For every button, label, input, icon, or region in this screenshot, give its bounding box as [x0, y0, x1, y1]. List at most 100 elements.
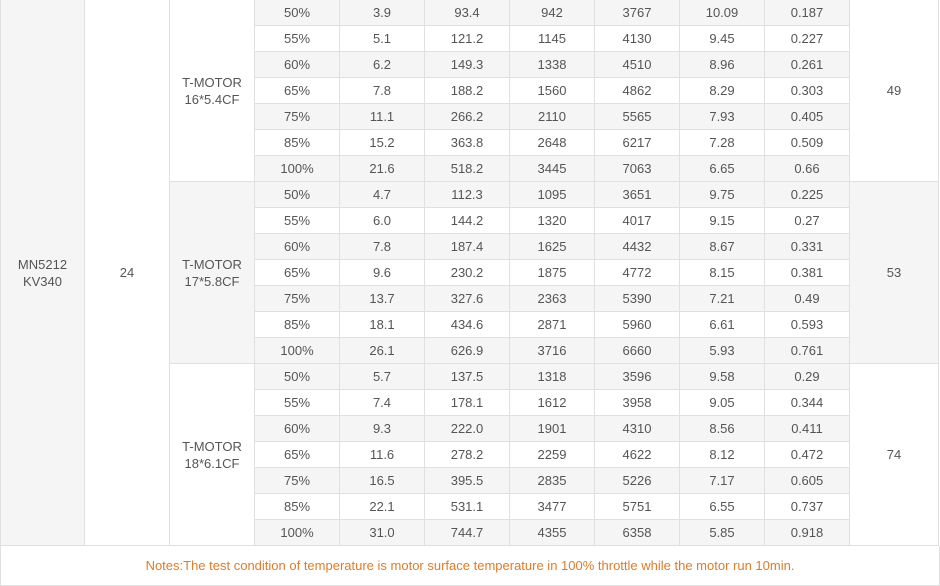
efficiency-cell: 7.21: [680, 286, 765, 312]
torque-cell: 0.411: [765, 416, 850, 442]
thrust-cell: 1612: [510, 390, 595, 416]
efficiency-cell: 7.28: [680, 130, 765, 156]
current-cell: 9.3: [340, 416, 425, 442]
throttle-cell: 50%: [255, 364, 340, 390]
efficiency-cell: 10.09: [680, 0, 765, 26]
efficiency-cell: 8.56: [680, 416, 765, 442]
efficiency-cell: 5.85: [680, 520, 765, 546]
power-cell: 518.2: [425, 156, 510, 182]
thrust-cell: 2648: [510, 130, 595, 156]
torque-cell: 0.509: [765, 130, 850, 156]
torque-cell: 0.187: [765, 0, 850, 26]
throttle-cell: 50%: [255, 0, 340, 26]
thrust-cell: 1095: [510, 182, 595, 208]
thrust-cell: 2363: [510, 286, 595, 312]
current-cell: 7.8: [340, 78, 425, 104]
rpm-cell: 4310: [595, 416, 680, 442]
efficiency-cell: 8.15: [680, 260, 765, 286]
power-cell: 112.3: [425, 182, 510, 208]
thrust-cell: 3716: [510, 338, 595, 364]
power-cell: 178.1: [425, 390, 510, 416]
current-cell: 7.8: [340, 234, 425, 260]
efficiency-cell: 7.17: [680, 468, 765, 494]
thrust-cell: 2110: [510, 104, 595, 130]
rpm-cell: 5751: [595, 494, 680, 520]
rpm-cell: 4622: [595, 442, 680, 468]
rpm-cell: 3596: [595, 364, 680, 390]
rpm-cell: 5390: [595, 286, 680, 312]
throttle-cell: 85%: [255, 312, 340, 338]
torque-cell: 0.225: [765, 182, 850, 208]
power-cell: 187.4: [425, 234, 510, 260]
efficiency-cell: 9.58: [680, 364, 765, 390]
throttle-cell: 50%: [255, 182, 340, 208]
torque-cell: 0.761: [765, 338, 850, 364]
torque-cell: 0.331: [765, 234, 850, 260]
current-cell: 5.1: [340, 26, 425, 52]
efficiency-cell: 8.67: [680, 234, 765, 260]
power-cell: 744.7: [425, 520, 510, 546]
current-cell: 5.7: [340, 364, 425, 390]
throttle-cell: 65%: [255, 78, 340, 104]
rpm-cell: 5226: [595, 468, 680, 494]
thrust-cell: 1560: [510, 78, 595, 104]
throttle-cell: 60%: [255, 416, 340, 442]
current-cell: 26.1: [340, 338, 425, 364]
torque-cell: 0.405: [765, 104, 850, 130]
power-cell: 395.5: [425, 468, 510, 494]
efficiency-cell: 6.61: [680, 312, 765, 338]
current-cell: 15.2: [340, 130, 425, 156]
throttle-cell: 85%: [255, 130, 340, 156]
thrust-cell: 2835: [510, 468, 595, 494]
rpm-cell: 3767: [595, 0, 680, 26]
rpm-cell: 6358: [595, 520, 680, 546]
throttle-cell: 75%: [255, 468, 340, 494]
torque-cell: 0.227: [765, 26, 850, 52]
propeller-cell: T-MOTOR 17*5.8CF: [170, 182, 255, 364]
rpm-cell: 4862: [595, 78, 680, 104]
rpm-cell: 6217: [595, 130, 680, 156]
rpm-cell: 4772: [595, 260, 680, 286]
throttle-cell: 55%: [255, 26, 340, 52]
torque-cell: 0.27: [765, 208, 850, 234]
power-cell: 93.4: [425, 0, 510, 26]
power-cell: 149.3: [425, 52, 510, 78]
throttle-cell: 100%: [255, 338, 340, 364]
current-cell: 11.6: [340, 442, 425, 468]
voltage-cell: 24: [85, 0, 170, 546]
current-cell: 31.0: [340, 520, 425, 546]
current-cell: 9.6: [340, 260, 425, 286]
power-cell: 188.2: [425, 78, 510, 104]
thrust-cell: 1901: [510, 416, 595, 442]
torque-cell: 0.381: [765, 260, 850, 286]
power-cell: 266.2: [425, 104, 510, 130]
power-cell: 626.9: [425, 338, 510, 364]
throttle-cell: 60%: [255, 52, 340, 78]
current-cell: 21.6: [340, 156, 425, 182]
power-cell: 121.2: [425, 26, 510, 52]
thrust-cell: 1318: [510, 364, 595, 390]
rpm-cell: 4510: [595, 52, 680, 78]
current-cell: 22.1: [340, 494, 425, 520]
thrust-cell: 1625: [510, 234, 595, 260]
throttle-cell: 65%: [255, 260, 340, 286]
rpm-cell: 4130: [595, 26, 680, 52]
temperature-cell: 53: [850, 182, 939, 364]
current-cell: 6.2: [340, 52, 425, 78]
rpm-cell: 3651: [595, 182, 680, 208]
torque-cell: 0.593: [765, 312, 850, 338]
efficiency-cell: 5.93: [680, 338, 765, 364]
current-cell: 18.1: [340, 312, 425, 338]
throttle-cell: 75%: [255, 286, 340, 312]
power-cell: 434.6: [425, 312, 510, 338]
current-cell: 13.7: [340, 286, 425, 312]
current-cell: 11.1: [340, 104, 425, 130]
throttle-cell: 100%: [255, 520, 340, 546]
efficiency-cell: 9.45: [680, 26, 765, 52]
power-cell: 531.1: [425, 494, 510, 520]
efficiency-cell: 9.75: [680, 182, 765, 208]
thrust-cell: 4355: [510, 520, 595, 546]
efficiency-cell: 6.65: [680, 156, 765, 182]
temperature-cell: 49: [850, 0, 939, 182]
propeller-cell: T-MOTOR 18*6.1CF: [170, 364, 255, 546]
